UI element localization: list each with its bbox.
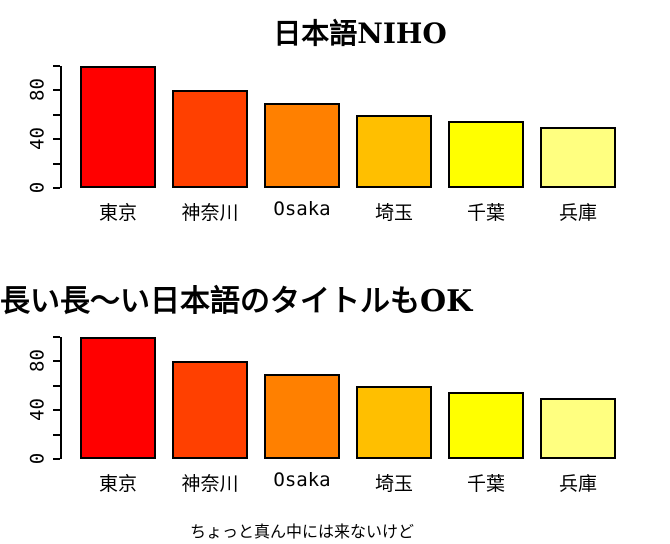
y-axis-tick [53, 187, 60, 189]
y-axis-tick [53, 336, 60, 338]
y-axis-tick [53, 89, 60, 92]
bar-神奈川 [172, 90, 248, 188]
bar-神奈川 [172, 361, 248, 459]
x-axis-category-label: 埼玉 [374, 202, 414, 224]
y-axis-tick-label: 40 [26, 127, 49, 151]
plot-area-top: 0 40 80 東京 神奈川 Osaka 埼玉 千葉 兵庫 [27, 65, 658, 224]
y-axis-tick-label: 80 [26, 349, 49, 373]
bar-東京 [80, 337, 156, 459]
bar-埼玉 [356, 386, 432, 459]
x-axis-category-label: 埼玉 [374, 473, 414, 495]
x-axis-category-label: 兵庫 [558, 202, 598, 224]
y-axis-tick-label: 0 [26, 452, 49, 465]
chart-title-top: 日本語NIHO [273, 17, 447, 50]
x-axis-category-label: 千葉 [466, 202, 506, 224]
y-axis-tick-label: 0 [26, 181, 49, 194]
bar-埼玉 [356, 115, 432, 188]
plot-area-bottom: 0 40 80 東京 神奈川 Osaka 埼玉 千葉 兵庫 [27, 336, 658, 495]
chart-title-bottom: 長い長〜い日本語のタイトルもOK [0, 284, 473, 319]
y-axis-tick-label: 80 [26, 78, 49, 102]
y-axis-tick-label: 40 [26, 398, 49, 422]
y-axis-line [60, 337, 62, 459]
chart-subtitle: ちょっと真ん中には来ないけど [189, 522, 415, 541]
bar-兵庫 [540, 127, 616, 188]
x-axis-category-label: 東京 [98, 202, 138, 224]
y-axis-tick [53, 162, 60, 165]
y-axis-tick [53, 409, 60, 412]
y-axis-line [60, 66, 62, 188]
bar-千葉 [448, 392, 524, 459]
x-axis-category-label: 千葉 [466, 473, 506, 495]
y-axis-tick [53, 433, 60, 436]
x-axis-category-label: Osaka [273, 198, 331, 220]
y-axis-tick [53, 138, 60, 141]
bar-東京 [80, 66, 156, 188]
x-axis-category-label: 神奈川 [181, 473, 239, 495]
x-axis-category-label: Osaka [273, 469, 331, 491]
y-axis-tick [53, 384, 60, 387]
x-axis-category-label: 神奈川 [181, 202, 239, 224]
y-axis-tick [53, 360, 60, 363]
y-axis-tick [53, 113, 60, 116]
bar-Osaka [264, 103, 340, 188]
y-axis-tick [53, 458, 60, 460]
x-axis-category-label: 東京 [98, 473, 138, 495]
bar-Osaka [264, 374, 340, 459]
bar-千葉 [448, 121, 524, 188]
bar-兵庫 [540, 398, 616, 459]
y-axis-tick [53, 65, 60, 67]
x-axis-category-label: 兵庫 [558, 473, 598, 495]
